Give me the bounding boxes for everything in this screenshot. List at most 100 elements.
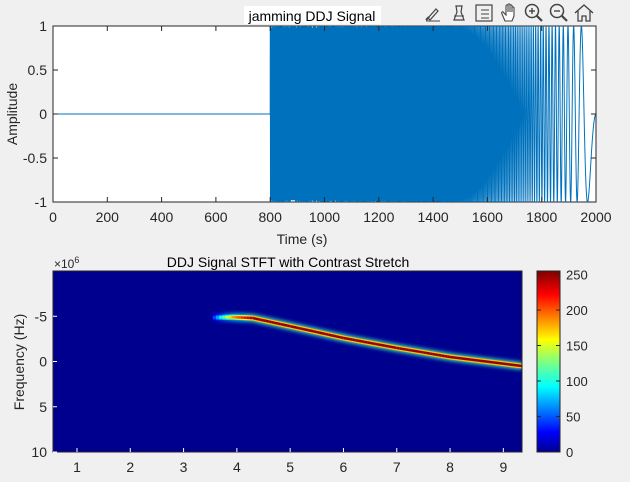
zoom-out-icon[interactable] xyxy=(549,3,568,22)
brush-icon[interactable] xyxy=(424,4,442,22)
signal-xtick-label: 1200 xyxy=(363,209,394,225)
signal-xtick-label: 1600 xyxy=(472,209,503,225)
signal-ylabel: Amplitude xyxy=(4,83,20,145)
colorbar-tick-label: 0 xyxy=(566,445,573,460)
stft-ytick-label: 0 xyxy=(39,354,47,370)
stft-ridge-segment xyxy=(381,343,386,347)
pan-icon[interactable] xyxy=(501,3,515,22)
stft-ridge-segment xyxy=(372,342,377,346)
stft-ridge-segment xyxy=(423,351,427,355)
signal-xtick-label: 0 xyxy=(49,209,57,225)
zoom-in-icon[interactable] xyxy=(524,3,543,22)
stft-xtick-label: 6 xyxy=(340,459,348,475)
stft-ridge-segment xyxy=(261,318,266,322)
stft-ridge-segment xyxy=(334,334,338,338)
stft-heatmap-background xyxy=(53,271,522,452)
data-tips-icon[interactable] xyxy=(450,4,468,22)
colorbar-tick-label: 50 xyxy=(566,410,580,425)
stft-ridge-segment xyxy=(440,354,445,358)
stft-ridge-segment xyxy=(393,346,397,350)
stft-ridge-segment xyxy=(301,327,306,331)
signal-xtick-label: 800 xyxy=(259,209,283,225)
signal-xtick-label: 2000 xyxy=(580,209,611,225)
stft-xtick-label: 2 xyxy=(126,459,134,475)
restore-view-icon[interactable] xyxy=(475,4,493,22)
signal-ytick-label: -1 xyxy=(35,194,48,210)
stft-exponent-label: ×106 xyxy=(54,255,79,271)
stft-ridge-segment xyxy=(378,343,383,347)
stft-ridge-segment xyxy=(414,349,418,353)
stft-ridge-segment xyxy=(280,322,285,327)
stft-ridge-segment xyxy=(369,341,374,345)
stft-ridge-segment xyxy=(337,335,341,339)
stft-ridge-segment xyxy=(429,352,433,356)
colorbar[interactable] xyxy=(536,270,561,453)
colorbar-tick-label: 150 xyxy=(566,339,588,354)
stft-ridge-segment xyxy=(343,336,347,340)
stft-ridge-segment xyxy=(340,336,344,340)
signal-series-line xyxy=(53,26,596,202)
stft-ytick-label: 5 xyxy=(39,399,47,415)
stft-ridge-segment xyxy=(399,347,403,351)
stft-ridge-segment xyxy=(417,350,421,354)
stft-ridge-segment xyxy=(295,326,300,330)
stft-xtick-label: 1 xyxy=(73,459,81,475)
stft-ridge-segment xyxy=(292,325,297,329)
stft-ridge-segment xyxy=(402,347,406,351)
stft-ridge-segment xyxy=(304,328,309,332)
signal-title-background xyxy=(244,6,381,24)
stft-ridge-segment xyxy=(358,339,362,343)
stft-ridge-segment xyxy=(426,351,430,355)
stft-ridge-segment xyxy=(322,332,326,336)
stft-xtick-label: 8 xyxy=(446,459,454,475)
stft-title: DDJ Signal STFT with Contrast Stretch xyxy=(167,254,409,270)
stft-ridge-segment xyxy=(396,346,400,350)
stft-xtick-label: 9 xyxy=(499,459,507,475)
signal-ytick-label: -0.5 xyxy=(23,150,47,166)
stft-ridge-segment xyxy=(313,330,318,334)
colorbar-tick-label: 200 xyxy=(566,303,588,318)
stft-ridge-segment xyxy=(363,340,368,344)
stft-ridge-segment xyxy=(283,323,288,327)
home-icon[interactable] xyxy=(574,4,594,22)
stft-ridge-segment xyxy=(328,333,332,337)
stft-ytick-label: -5 xyxy=(35,308,48,324)
stft-ridge-segment xyxy=(289,324,294,329)
stft-ylabel: Frequency (Hz) xyxy=(11,314,27,410)
stft-ridge-segment xyxy=(355,338,359,342)
stft-ridge-segment xyxy=(271,320,275,325)
stft-ridge-segment xyxy=(331,334,335,338)
stft-ridge-segment xyxy=(310,329,315,333)
signal-ytick-label: 0.5 xyxy=(28,62,48,78)
stft-ridge-segment xyxy=(325,332,329,336)
signal-ytick-label: 0 xyxy=(39,106,47,122)
stft-xtick-label: 4 xyxy=(233,459,241,475)
stft-ridge-segment xyxy=(274,321,278,325)
stft-ridge-segment xyxy=(437,353,442,357)
stft-ridge-segment xyxy=(255,317,260,321)
axes-toolbar xyxy=(424,3,594,22)
stft-ridge-segment xyxy=(384,344,389,348)
stft-ridge-segment xyxy=(252,316,257,320)
colorbar-ticks: 250 200 150 100 50 0 xyxy=(537,268,588,460)
stft-xtick-label: 3 xyxy=(180,459,188,475)
signal-xtick-label: 400 xyxy=(150,209,174,225)
stft-ridge xyxy=(212,314,522,369)
stft-ridge-segment xyxy=(316,330,321,334)
stft-ridge-segment xyxy=(298,326,303,331)
stft-ridge-segment xyxy=(446,355,451,359)
stft-ridge-segment xyxy=(405,348,409,352)
colorbar-tick-label: 100 xyxy=(566,374,588,389)
stft-ridge-segment xyxy=(435,353,439,357)
stft-ridge-segment xyxy=(268,320,272,324)
stft-ridge-segment xyxy=(420,350,424,354)
stft-ridge-segment xyxy=(366,341,371,345)
stft-axes[interactable] xyxy=(52,270,523,453)
stft-ridge-segment xyxy=(408,348,412,352)
signal-xtick-label: 1800 xyxy=(526,209,557,225)
colorbar-tick-label: 250 xyxy=(566,268,588,283)
stft-ridge-segment xyxy=(443,354,448,358)
stft-ridge-segment xyxy=(411,349,415,353)
stft-ridge-segment xyxy=(349,337,353,341)
